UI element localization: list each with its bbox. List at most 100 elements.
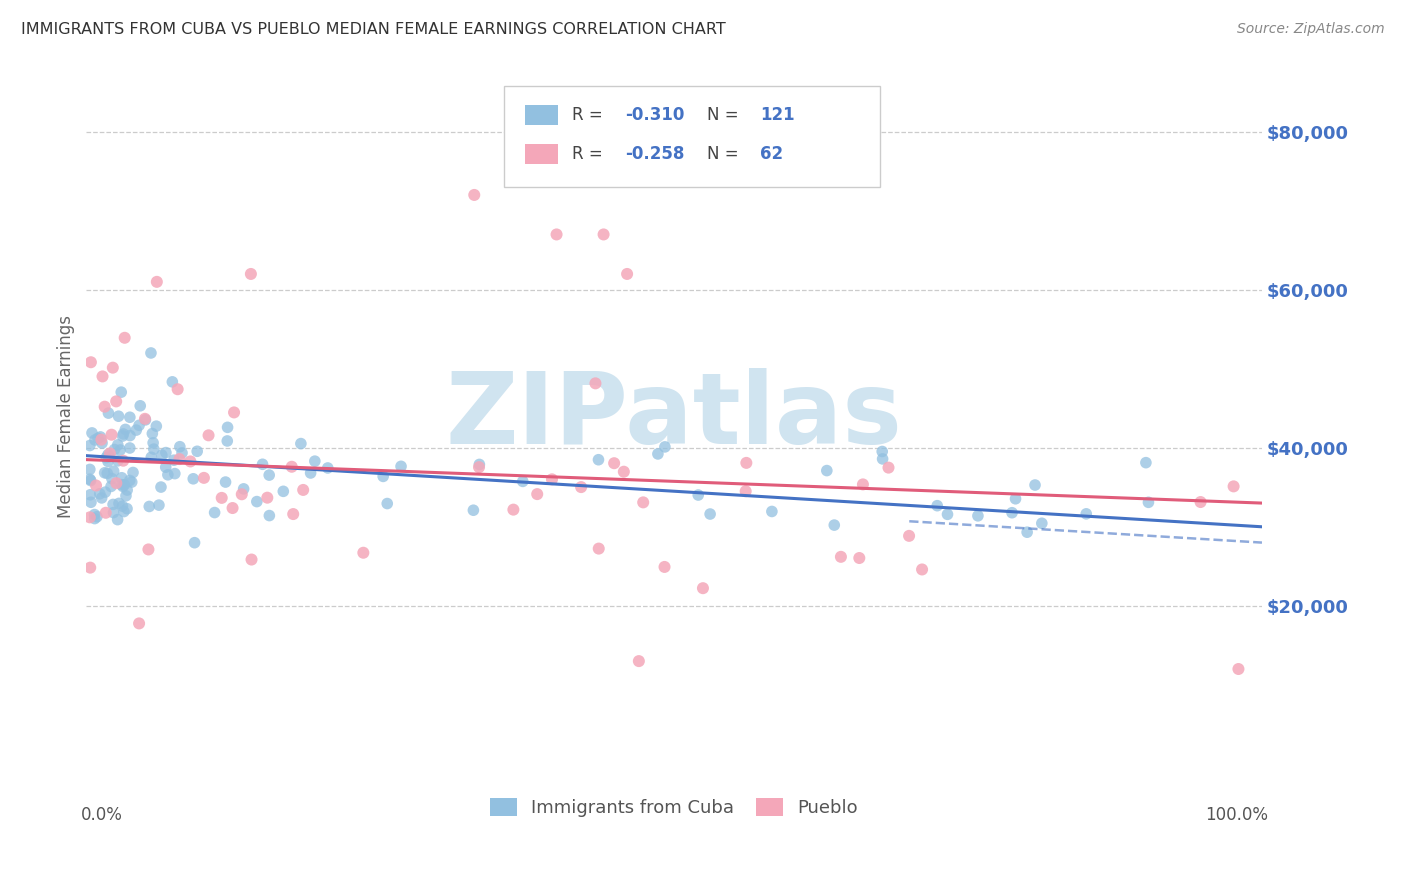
Point xyxy=(107,513,129,527)
Point xyxy=(1017,525,1039,540)
Point xyxy=(1227,662,1250,676)
Point xyxy=(283,507,305,521)
Point xyxy=(90,491,112,505)
Point xyxy=(134,412,156,426)
Point xyxy=(613,465,636,479)
Point xyxy=(118,410,141,425)
Point xyxy=(112,426,135,441)
Point xyxy=(93,466,115,480)
Point xyxy=(114,331,136,345)
Point xyxy=(125,423,148,437)
Point xyxy=(1222,479,1244,493)
Y-axis label: Median Female Earnings: Median Female Earnings xyxy=(58,315,75,517)
Point xyxy=(967,508,990,523)
Point xyxy=(118,428,141,442)
Point xyxy=(129,399,152,413)
Point xyxy=(647,447,669,461)
Text: R =: R = xyxy=(572,106,607,124)
Point xyxy=(463,188,485,202)
Point xyxy=(375,497,398,511)
Point xyxy=(541,472,564,486)
Point xyxy=(204,506,226,520)
Point xyxy=(110,385,132,400)
Point xyxy=(115,483,138,497)
FancyBboxPatch shape xyxy=(524,145,558,164)
Point xyxy=(181,472,204,486)
Point xyxy=(93,400,115,414)
Point xyxy=(118,441,141,455)
Point xyxy=(502,502,524,516)
Point xyxy=(217,434,239,448)
Point xyxy=(316,461,339,475)
Point xyxy=(107,454,129,468)
Point xyxy=(592,227,614,242)
Point xyxy=(103,464,125,478)
Point xyxy=(231,487,253,501)
Point xyxy=(252,458,274,472)
Point xyxy=(221,501,243,516)
Point xyxy=(114,477,136,491)
Point xyxy=(94,506,117,520)
Point xyxy=(246,494,269,508)
Point xyxy=(90,433,112,447)
Point xyxy=(373,469,395,483)
Point xyxy=(97,454,120,468)
Point xyxy=(217,420,239,434)
Point xyxy=(166,382,188,396)
Point xyxy=(83,511,105,525)
Text: R =: R = xyxy=(572,145,607,163)
Point xyxy=(936,508,959,522)
Point xyxy=(911,562,934,576)
Point xyxy=(240,552,263,566)
Point xyxy=(898,529,921,543)
Point xyxy=(98,450,121,464)
Point xyxy=(112,453,135,467)
Point xyxy=(83,508,105,522)
Text: 62: 62 xyxy=(761,145,783,163)
Point xyxy=(94,485,117,500)
Point xyxy=(103,442,125,457)
Text: IMMIGRANTS FROM CUBA VS PUEBLO MEDIAN FEMALE EARNINGS CORRELATION CHART: IMMIGRANTS FROM CUBA VS PUEBLO MEDIAN FE… xyxy=(21,22,725,37)
Point xyxy=(101,360,124,375)
Point xyxy=(183,535,205,549)
Point xyxy=(169,440,191,454)
Point xyxy=(149,480,172,494)
Point xyxy=(1137,495,1160,509)
Point xyxy=(96,450,118,465)
Point xyxy=(134,413,156,427)
Point xyxy=(852,477,875,491)
Point xyxy=(114,422,136,436)
Point xyxy=(115,501,138,516)
Point xyxy=(186,444,208,458)
Point xyxy=(87,431,110,445)
Point xyxy=(138,500,160,514)
Point xyxy=(142,442,165,456)
Point xyxy=(150,448,173,462)
Point xyxy=(103,506,125,520)
Point xyxy=(699,507,721,521)
Point xyxy=(80,495,103,509)
Point xyxy=(735,456,758,470)
Point xyxy=(141,450,163,465)
Point xyxy=(155,460,177,475)
Point xyxy=(222,405,245,419)
Point xyxy=(239,267,262,281)
Point xyxy=(111,471,134,485)
FancyBboxPatch shape xyxy=(524,105,558,125)
Point xyxy=(1031,516,1053,531)
Point xyxy=(79,438,101,452)
Point xyxy=(232,482,254,496)
Point xyxy=(761,504,783,518)
Point xyxy=(1004,491,1026,506)
Point xyxy=(163,467,186,481)
Point xyxy=(170,446,193,460)
Point xyxy=(256,491,278,505)
Point xyxy=(603,456,626,470)
Point xyxy=(162,375,184,389)
Point xyxy=(111,499,134,513)
Point xyxy=(100,427,122,442)
Point xyxy=(100,479,122,493)
Point xyxy=(588,452,610,467)
Point xyxy=(197,428,219,442)
Point xyxy=(692,581,714,595)
